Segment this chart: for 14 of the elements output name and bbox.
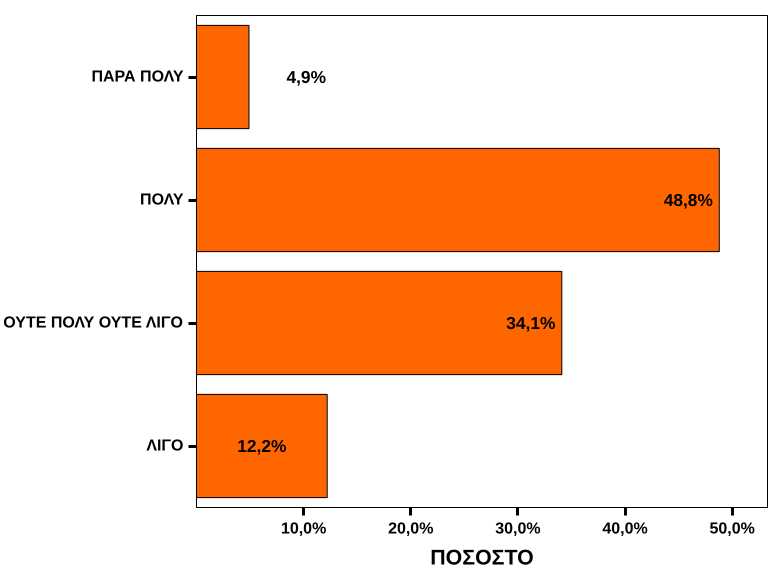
x-tick-label: 50,0%: [709, 520, 755, 538]
x-tick-label: 40,0%: [602, 520, 648, 538]
data-label: 48,8%: [664, 190, 713, 210]
x-axis-title: ΠΟΣΟΣΤΟ: [430, 546, 534, 570]
y-tick-label: ΠΟΛΥ: [140, 192, 184, 208]
x-tick-label: 10,0%: [280, 520, 326, 538]
data-label: 4,9%: [286, 67, 326, 87]
x-tick-label: 30,0%: [495, 520, 541, 538]
y-tick-label: ΛΙΓΟ: [146, 438, 184, 454]
data-label: 12,2%: [237, 436, 286, 456]
y-tick-label: ΟΥΤΕ ΠΟΛΥ ΟΥΤΕ ΛΙΓΟ: [3, 314, 183, 332]
data-label: 34,1%: [506, 313, 556, 333]
x-tick-label: 20,0%: [388, 520, 434, 538]
y-tick-label: ΠΑΡΑ ΠΟΛΥ: [91, 68, 184, 86]
